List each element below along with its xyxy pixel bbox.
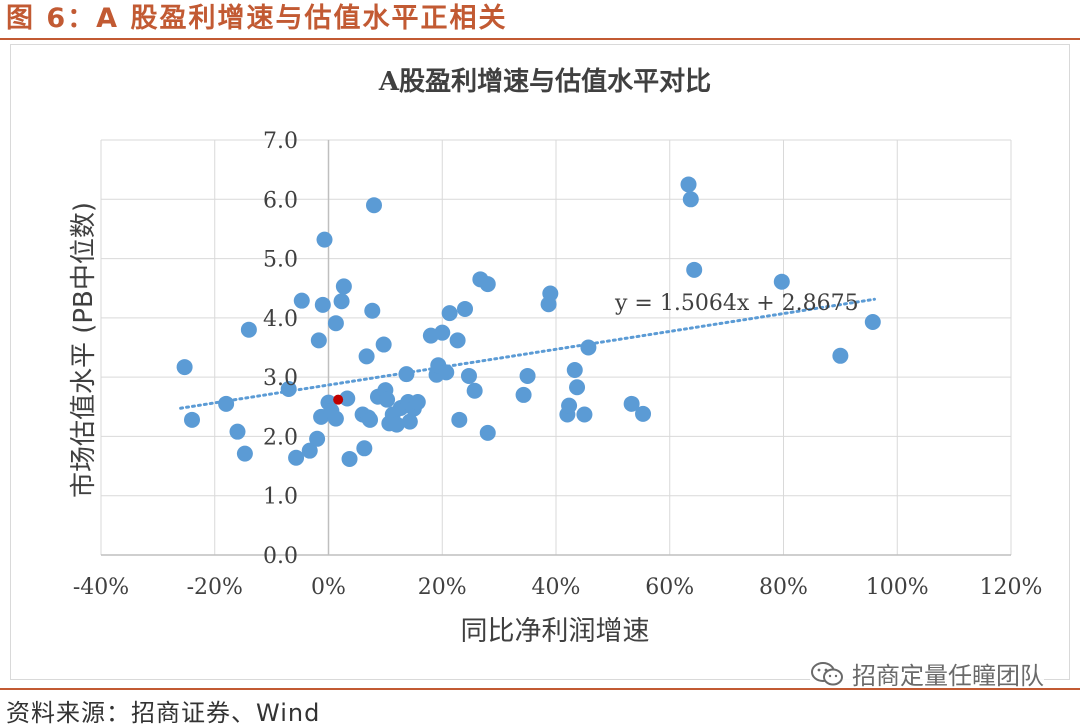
scatter-point <box>434 324 451 341</box>
y-tick-label: 7.0 <box>263 129 298 154</box>
y-axis-label: 市场估值水平 (PB中位数) <box>69 202 99 498</box>
y-tick-label: 4.0 <box>263 307 298 332</box>
grid-lines <box>100 139 1012 556</box>
scatter-point <box>401 413 418 430</box>
scatter-point <box>364 302 381 319</box>
y-tick-label: 1.0 <box>263 485 298 510</box>
scatter-point <box>288 449 305 466</box>
scatter-point <box>184 411 200 428</box>
scatter-point <box>773 273 790 290</box>
y-tick-label: 2.0 <box>263 425 298 450</box>
scatter-point <box>623 395 640 412</box>
scatter-point <box>229 423 246 440</box>
tick-labels: 0.0 1.0 2.0 3.0 4.0 5.0 6.0 7.0 -40% -20% 0% 20% 40%… <box>73 129 1043 600</box>
scatter-point <box>438 364 455 381</box>
scatter-point <box>398 366 415 383</box>
scatter-point <box>409 394 426 411</box>
scatter-point <box>569 379 586 396</box>
scatter-point <box>441 305 458 322</box>
scatter-point <box>362 411 379 428</box>
scatter-point <box>176 359 193 376</box>
scatter-point <box>566 362 583 379</box>
scatter-point <box>832 347 849 364</box>
x-tick-label: 80% <box>759 575 808 600</box>
scatter-point <box>479 276 496 293</box>
scatter-point <box>309 430 326 447</box>
y-tick-label: 3.0 <box>263 366 298 391</box>
scatter-point <box>327 315 344 332</box>
x-tick-label: 20% <box>418 575 467 600</box>
data-points <box>176 176 881 467</box>
trendline-equation: y = 1.5064x + 2.8675 <box>614 291 859 316</box>
y-tick-label: 5.0 <box>263 248 298 273</box>
scatter-point <box>316 231 333 248</box>
scatter-point <box>682 191 699 208</box>
scatter-point <box>341 450 358 467</box>
scatter-point <box>451 411 468 428</box>
source-note: 资料来源：招商证券、Wind <box>6 699 321 727</box>
scatter-point <box>379 391 396 408</box>
scatter-point <box>335 278 352 295</box>
wechat-icon <box>811 661 843 685</box>
scatter-point <box>339 390 356 407</box>
scatter-point <box>388 416 405 433</box>
scatter-point <box>240 321 257 338</box>
x-tick-label: -40% <box>73 575 129 600</box>
scatter-point <box>635 405 652 422</box>
scatter-point <box>460 367 477 384</box>
scatter-point <box>366 197 382 214</box>
scatter-point <box>293 292 310 309</box>
footer-divider <box>0 688 1080 690</box>
scatter-point <box>864 314 881 331</box>
watermark: 招商定量任瞳团队 <box>810 656 1044 691</box>
y-tick-label: 0.0 <box>263 544 298 569</box>
scatter-point <box>466 382 483 399</box>
x-tick-label: 120% <box>980 575 1043 600</box>
scatter-point <box>680 176 697 193</box>
x-tick-label: -20% <box>187 575 243 600</box>
scatter-point <box>280 381 297 397</box>
scatter-point <box>449 332 466 349</box>
figure-title: 图 6：A 股盈利增速与估值水平正相关 <box>6 3 508 34</box>
scatter-point <box>301 442 318 459</box>
axes <box>101 140 1011 556</box>
scatter-point <box>333 293 350 310</box>
scatter-point <box>542 285 559 302</box>
title-divider <box>0 38 1080 40</box>
scatter-point <box>236 445 253 462</box>
scatter-point <box>375 336 392 353</box>
scatter-point <box>457 300 473 317</box>
x-axis-label: 同比净利润增速 <box>461 616 650 647</box>
x-tick-label: 0% <box>311 575 346 600</box>
y-tick-label: 6.0 <box>263 188 298 213</box>
scatter-point <box>310 332 327 349</box>
chart-title: A股盈利增速与估值水平对比 <box>378 66 711 97</box>
scatter-point <box>218 395 235 412</box>
scatter-point <box>576 406 593 423</box>
scatter-point <box>314 296 331 313</box>
highlight-point <box>333 394 344 405</box>
x-tick-label: 40% <box>532 575 581 600</box>
watermark-text: 招商定量任瞳团队 <box>852 662 1044 690</box>
scatter-point <box>358 348 375 365</box>
scatter-point <box>327 410 344 427</box>
x-tick-label: 60% <box>645 575 694 600</box>
x-tick-label: 100% <box>866 575 929 600</box>
scatter-point <box>519 367 536 384</box>
scatter-point <box>561 397 578 414</box>
scatter-point <box>515 386 532 403</box>
scatter-point <box>580 339 597 356</box>
scatter-point <box>479 424 496 441</box>
scatter-point <box>356 440 373 457</box>
scatter-point <box>686 261 703 278</box>
